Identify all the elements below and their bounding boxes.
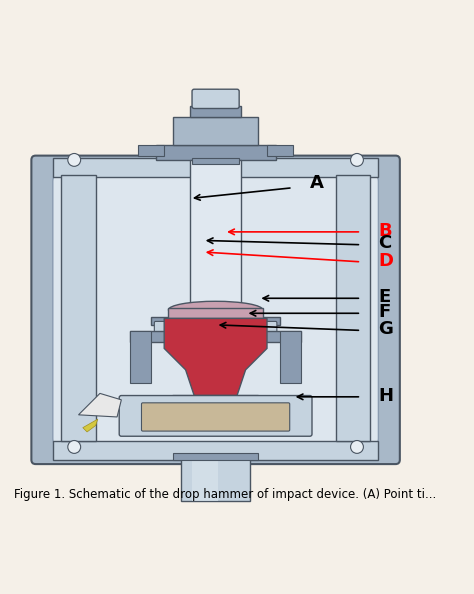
Bar xyxy=(336,175,370,441)
FancyBboxPatch shape xyxy=(119,396,312,436)
Text: D: D xyxy=(378,252,393,270)
Bar xyxy=(190,160,241,323)
Bar xyxy=(53,158,378,177)
Text: Figure 1. Schematic of the drop hammer of impact device. (A) Point ti...: Figure 1. Schematic of the drop hammer o… xyxy=(14,488,437,501)
Text: C: C xyxy=(378,235,392,252)
Bar xyxy=(192,158,239,164)
Bar xyxy=(173,453,258,460)
Polygon shape xyxy=(79,393,121,417)
Circle shape xyxy=(351,441,364,453)
Bar xyxy=(155,145,275,160)
Bar xyxy=(53,441,378,460)
FancyBboxPatch shape xyxy=(155,321,277,334)
Text: H: H xyxy=(378,387,393,405)
Circle shape xyxy=(68,441,81,453)
FancyBboxPatch shape xyxy=(192,89,239,109)
Bar xyxy=(267,145,293,156)
Bar xyxy=(190,106,241,117)
Bar xyxy=(151,317,280,325)
Polygon shape xyxy=(164,318,267,396)
Polygon shape xyxy=(173,396,258,425)
Bar xyxy=(192,457,218,501)
Polygon shape xyxy=(83,419,98,432)
Text: E: E xyxy=(378,288,391,306)
Text: F: F xyxy=(378,303,391,321)
Bar xyxy=(130,331,301,342)
Bar xyxy=(280,331,301,383)
Bar xyxy=(203,316,228,325)
Ellipse shape xyxy=(168,301,263,318)
Bar xyxy=(168,308,263,318)
Text: A: A xyxy=(310,175,324,192)
Bar xyxy=(138,145,164,156)
Circle shape xyxy=(351,153,364,166)
FancyBboxPatch shape xyxy=(53,173,378,447)
FancyBboxPatch shape xyxy=(141,403,290,431)
FancyBboxPatch shape xyxy=(31,156,400,464)
Bar xyxy=(182,457,250,501)
Text: G: G xyxy=(378,320,393,338)
Bar xyxy=(130,331,151,383)
Circle shape xyxy=(68,153,81,166)
Text: B: B xyxy=(378,222,392,239)
Bar xyxy=(61,175,96,441)
Bar xyxy=(173,117,258,145)
